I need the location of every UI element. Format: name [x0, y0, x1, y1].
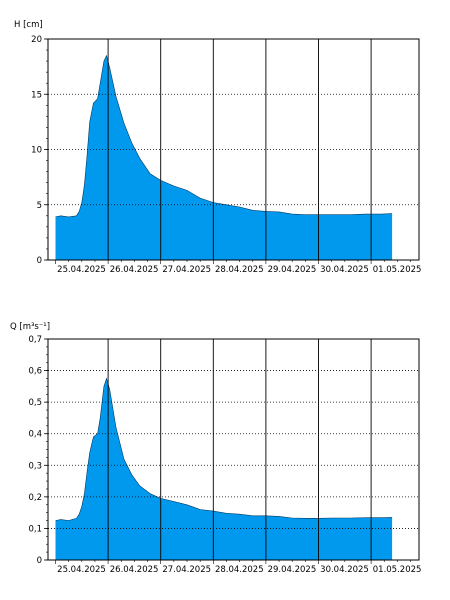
series-area — [55, 378, 393, 560]
x-tick-label: 25.04.2025 — [57, 565, 106, 575]
y-tick-label: 0,3 — [28, 461, 42, 471]
x-tick-label: 29.04.2025 — [268, 565, 317, 575]
x-tick-label: 26.04.2025 — [110, 265, 159, 275]
y-tick-label: 5 — [37, 201, 42, 211]
x-tick-label: 27.04.2025 — [162, 565, 211, 575]
y-tick-label: 10 — [31, 146, 42, 156]
series-area — [55, 55, 393, 260]
x-tick-label: 27.04.2025 — [162, 265, 211, 275]
y-tick-label: 0,2 — [28, 493, 42, 503]
x-tick-label: 26.04.2025 — [110, 565, 159, 575]
series-line — [55, 54, 393, 218]
y-tick-label: 0,4 — [28, 430, 42, 440]
y-tick-label: 15 — [31, 90, 42, 100]
y-tick-label: 0 — [37, 556, 42, 566]
water-level-axis-label: H [cm] — [14, 20, 43, 30]
y-tick-label: 0,5 — [28, 398, 42, 408]
x-tick-label: 28.04.2025 — [215, 265, 264, 275]
x-tick-label: 30.04.2025 — [320, 565, 369, 575]
x-tick-label: 01.05.2025 — [373, 265, 422, 275]
y-tick-label: 0,7 — [28, 335, 42, 345]
series-line — [55, 377, 393, 521]
y-tick-label: 0,6 — [28, 367, 42, 377]
y-tick-label: 0,1 — [28, 524, 42, 534]
x-tick-label: 25.04.2025 — [57, 265, 106, 275]
x-tick-label: 01.05.2025 — [373, 565, 422, 575]
x-tick-label: 29.04.2025 — [268, 265, 317, 275]
discharge-axis-label: Q [m³s⁻¹] — [10, 322, 50, 332]
x-tick-label: 28.04.2025 — [215, 565, 264, 575]
y-tick-label: 0 — [37, 256, 42, 266]
discharge-chart: Q [m³s⁻¹] 0 0,1 0,2 0,3 0,4 0,5 0,6 0,7 25.04.20… — [10, 322, 421, 575]
x-tick-label: 30.04.2025 — [320, 265, 369, 275]
water-level-chart: H [cm] 0 5 10 15 20 25.04.2025 26.04.2025 27.04… — [14, 20, 421, 275]
y-tick-label: 20 — [31, 35, 42, 45]
